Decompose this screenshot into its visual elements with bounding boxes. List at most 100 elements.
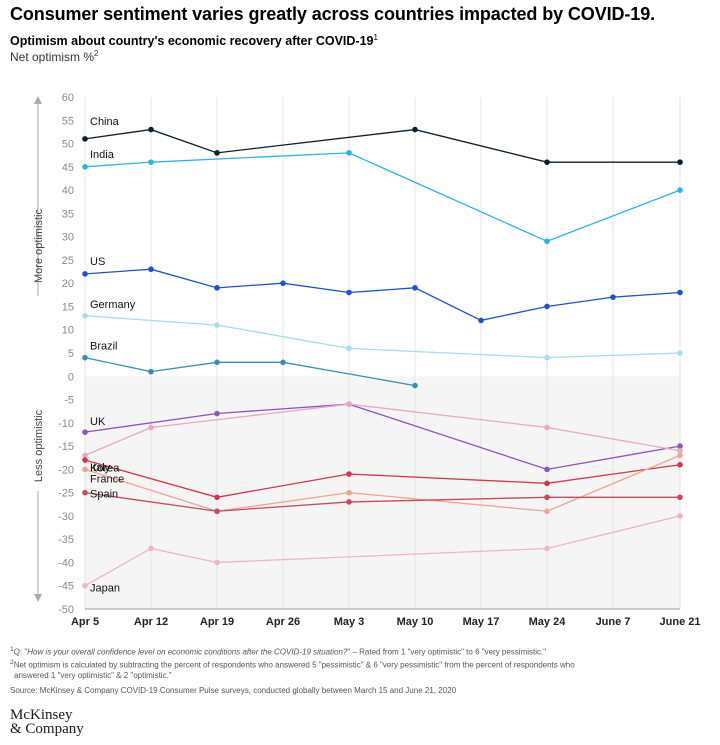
- footnote-2: 2Net optimism is calculated by subtracti…: [10, 659, 575, 670]
- x-tick-label: Apr 5: [71, 616, 99, 628]
- less-optimistic-label: Less optimistic: [33, 409, 45, 482]
- data-point-uk: [677, 443, 683, 449]
- data-point-spain: [677, 494, 683, 501]
- data-point-us: [544, 303, 550, 310]
- series-labels: China India US Germany Brazil UK KoreaItalyFra…: [90, 116, 136, 595]
- data-point-uk: [544, 466, 550, 473]
- data-point-china: [214, 150, 220, 156]
- footnote-2-continued: answered 1 "very optimistic" & 2 "optimi…: [14, 671, 172, 681]
- data-point-uk: [82, 429, 88, 435]
- data-point-italy: [544, 480, 550, 487]
- x-tick-label: Apr 19: [200, 616, 234, 628]
- chart-series: [82, 126, 683, 589]
- data-point-italy: [82, 457, 88, 463]
- y-tick-label: 10: [62, 325, 74, 337]
- y-tick-label: 20: [62, 278, 74, 290]
- source-note: Source: McKinsey & Company COVID-19 Cons…: [10, 685, 457, 695]
- x-tick-label: Apr 26: [266, 616, 300, 628]
- data-point-india: [346, 150, 352, 156]
- data-point-japan: [677, 513, 683, 519]
- x-tick-label: May 17: [463, 616, 500, 628]
- y-tick-label: -45: [58, 581, 74, 593]
- data-point-korea: [82, 452, 88, 459]
- x-tick-label: Apr 12: [134, 616, 168, 628]
- data-point-france: [677, 452, 683, 459]
- data-point-china: [82, 136, 88, 142]
- y-tick-label: 55: [62, 115, 74, 127]
- data-point-spain: [82, 489, 88, 496]
- line-chart: 605550454035302520151050-5-10-15-20-25-3…: [33, 92, 701, 628]
- data-point-korea: [346, 401, 352, 408]
- series-line-india: [84, 152, 681, 242]
- more-optimistic-label: More optimistic: [33, 209, 45, 283]
- data-point-japan: [544, 545, 550, 552]
- data-point-korea: [677, 447, 683, 454]
- footnotes: 1Q: "How is your overall confidence leve…: [10, 645, 710, 696]
- x-tick-label: May 24: [529, 616, 567, 628]
- data-point-brazil: [412, 382, 418, 389]
- data-point-spain: [346, 499, 352, 505]
- data-point-japan: [148, 545, 154, 552]
- series-label-japan: Japan: [90, 583, 120, 595]
- data-point-france: [544, 508, 550, 515]
- series-label-india: India: [90, 149, 115, 161]
- data-point-brazil: [82, 354, 88, 361]
- data-point-china: [412, 126, 418, 133]
- y-tick-label: 5: [68, 348, 74, 360]
- series-label-uk: UK: [90, 416, 106, 428]
- data-point-china: [677, 159, 683, 165]
- data-point-us: [412, 285, 418, 291]
- y-tick-label: 40: [62, 185, 74, 197]
- y-tick-label: 30: [62, 232, 74, 244]
- series-label-china: China: [90, 116, 120, 128]
- data-point-uk: [214, 410, 220, 417]
- series-line-germany: [84, 315, 681, 359]
- series-label-spain: Spain: [90, 489, 118, 501]
- data-point-us: [280, 280, 286, 286]
- data-point-brazil: [280, 359, 286, 366]
- chart-unit: Net optimism %2: [10, 49, 98, 64]
- y-tick-label: 0: [68, 371, 74, 383]
- y-tick-label: -20: [58, 464, 74, 476]
- data-point-germany: [544, 354, 550, 361]
- y-tick-label: -25: [58, 488, 74, 500]
- data-point-korea: [148, 424, 154, 431]
- data-point-india: [677, 187, 683, 193]
- direction-annotations: More optimistic Less optimistic: [33, 96, 45, 602]
- y-tick-label: 60: [62, 92, 74, 104]
- series-label-us: US: [90, 256, 105, 268]
- data-point-india: [544, 238, 550, 245]
- up-arrow-icon: [34, 96, 42, 104]
- data-point-france: [82, 466, 88, 473]
- series-label-brazil: Brazil: [90, 341, 118, 353]
- x-tick-label: May 10: [397, 616, 434, 628]
- data-point-korea: [544, 424, 550, 431]
- series-label-germany: Germany: [90, 299, 136, 311]
- series-label-italy: Italy: [90, 462, 111, 474]
- data-point-us: [148, 266, 154, 273]
- data-point-india: [148, 159, 154, 165]
- data-point-japan: [214, 559, 220, 566]
- footnote-1-suffix: " – Rated from 1 "very optimistic" to 6 …: [347, 647, 547, 657]
- y-tick-label: -10: [58, 418, 74, 430]
- data-point-us: [610, 294, 616, 300]
- data-point-brazil: [148, 368, 154, 375]
- data-point-germany: [346, 345, 352, 352]
- chart-subtitle: Optimism about country's economic recove…: [10, 33, 378, 48]
- unit-text: Net optimism %: [10, 50, 95, 64]
- chart-headline: Consumer sentiment varies greatly across…: [10, 4, 656, 24]
- y-tick-label: -35: [58, 534, 74, 546]
- y-tick-label: -30: [58, 511, 74, 523]
- y-tick-label: -15: [58, 441, 74, 453]
- data-point-germany: [214, 322, 220, 328]
- data-point-us: [478, 317, 484, 324]
- x-tick-label: June 21: [660, 616, 701, 628]
- data-point-spain: [544, 494, 550, 501]
- y-tick-label: 45: [62, 162, 74, 174]
- data-point-china: [544, 159, 550, 165]
- down-arrow-icon: [34, 594, 42, 602]
- series-line-us: [84, 268, 681, 322]
- y-axis: 605550454035302520151050-5-10-15-20-25-3…: [58, 92, 74, 616]
- data-point-india: [82, 164, 88, 170]
- x-tick-label: May 3: [334, 616, 365, 628]
